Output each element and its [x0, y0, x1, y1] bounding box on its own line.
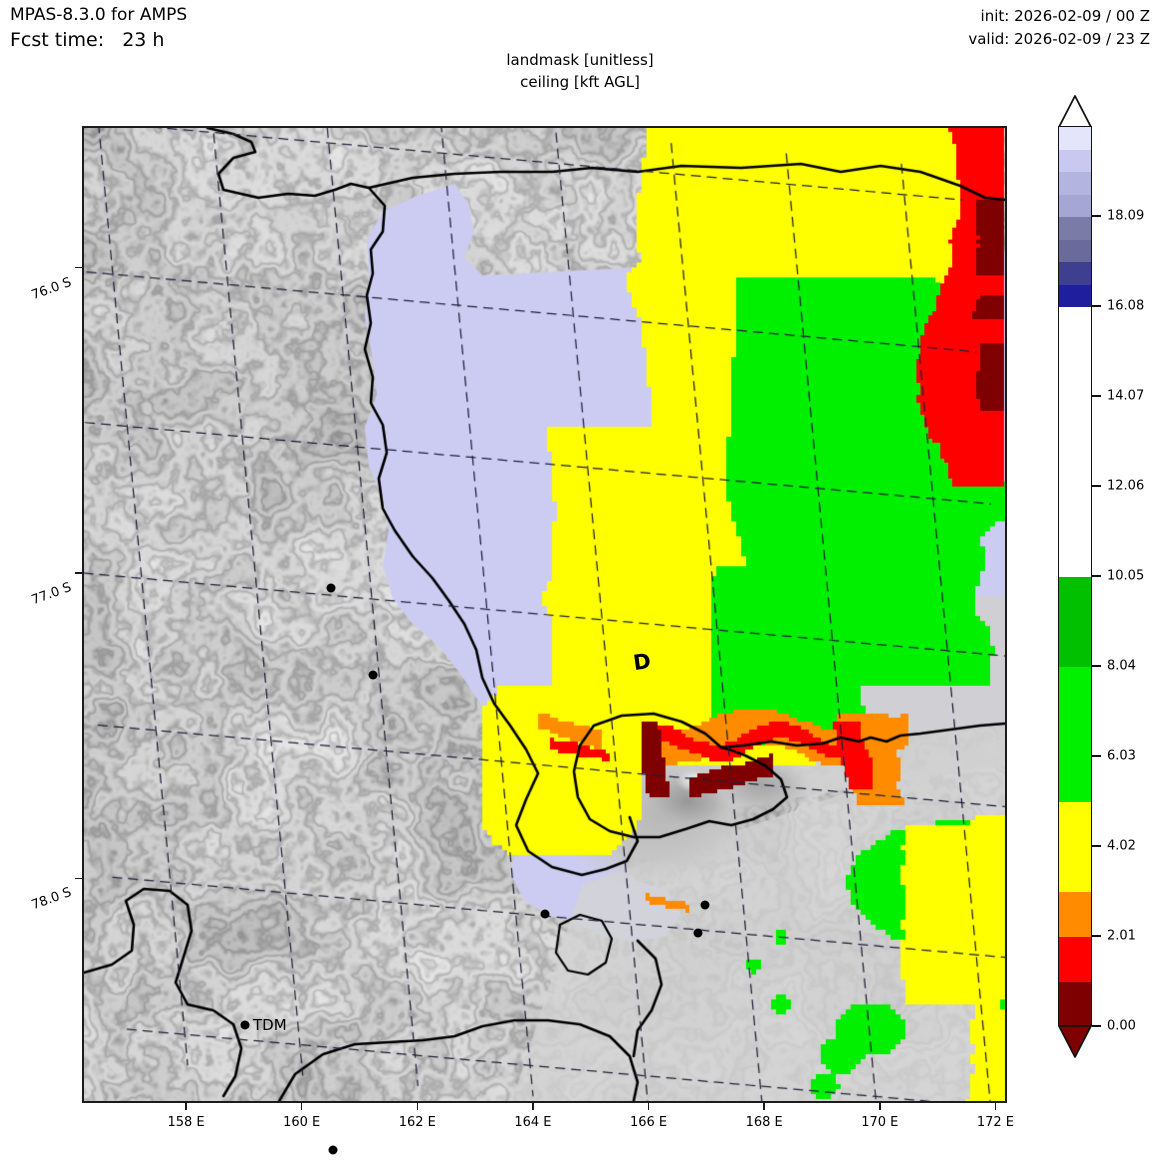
colorbar-segment-orange — [1059, 892, 1091, 937]
station-marker-TDM[interactable] — [240, 1020, 250, 1030]
longitude-tick-label: 172 E — [976, 1115, 1015, 1130]
station-marker-s6[interactable] — [328, 1145, 338, 1155]
colorbar-segment-yellow — [1059, 801, 1091, 893]
colorbar-tick-label: 8.04 — [1107, 658, 1136, 674]
valid-time-label: valid: 2026-02-09 / 23 Z — [968, 30, 1150, 48]
colorbar-tick-label: 18.09 — [1107, 208, 1145, 224]
colorbar-tick-label: 12.06 — [1107, 478, 1145, 494]
longitude-tick — [763, 1103, 765, 1110]
colorbar-tick — [1092, 845, 1101, 847]
colorbar-tick-label: 10.05 — [1107, 568, 1145, 584]
station-marker-s3[interactable] — [540, 909, 550, 919]
colorbar-segment-dark-red — [1059, 982, 1091, 1025]
colorbar-segment-red — [1059, 937, 1091, 983]
longitude-tick — [879, 1103, 881, 1110]
longitude-tick — [185, 1103, 187, 1110]
colorbar-extend-bottom — [1058, 1025, 1092, 1058]
colorbar-tick — [1092, 305, 1101, 307]
colorbar-tick-label: 4.02 — [1107, 838, 1136, 854]
field-title-landmask: landmask [unitless] — [506, 51, 654, 69]
colorbar-segment-blue-6 — [1059, 217, 1091, 240]
colorbar-segment-white — [1059, 307, 1091, 577]
field-title-ceiling: ceiling [kft AGL] — [520, 73, 640, 91]
colorbar-tick-label: 6.03 — [1107, 748, 1136, 764]
longitude-tick — [647, 1103, 650, 1110]
colorbar-tick — [1092, 755, 1101, 757]
longitude-tick — [300, 1103, 303, 1110]
station-label-TDM: TDM — [253, 1016, 287, 1034]
map-plot-area[interactable] — [82, 126, 1007, 1103]
colorbar-segment-green — [1059, 577, 1091, 667]
colorbar-segment-blue-7 — [1059, 194, 1091, 217]
colorbar-extend-top — [1058, 95, 1092, 128]
station-marker-s2[interactable] — [368, 670, 378, 680]
colorbar-tick-label: 14.07 — [1107, 388, 1145, 404]
colorbar-body — [1058, 126, 1092, 1026]
forecast-time-label: Fcst time: 23 h — [10, 29, 165, 51]
colorbar-tick-label: 2.01 — [1107, 928, 1136, 944]
model-title: MPAS-8.3.0 for AMPS — [10, 5, 188, 25]
colorbar-segment-blue-9 — [1059, 149, 1091, 173]
longitude-tick-label: 160 E — [283, 1115, 321, 1130]
colorbar-segment-dark-blue — [1059, 284, 1091, 307]
colorbar-tick — [1092, 665, 1101, 667]
longitude-tick-label: 164 E — [514, 1115, 552, 1130]
colorbar-tick — [1092, 215, 1101, 217]
latitude-tick — [75, 877, 82, 879]
longitude-tick — [416, 1103, 418, 1110]
colorbar[interactable] — [1058, 126, 1092, 1026]
longitude-tick-label: 166 E — [629, 1115, 668, 1130]
map-raster — [84, 128, 1005, 1101]
init-time-label: init: 2026-02-09 / 00 Z — [980, 7, 1150, 25]
colorbar-tick — [1092, 935, 1101, 937]
longitude-tick — [532, 1103, 534, 1110]
station-marker-s1[interactable] — [326, 583, 336, 593]
latitude-tick — [75, 572, 82, 574]
longitude-tick-label: 162 E — [398, 1115, 436, 1130]
colorbar-tick-label: 0.00 — [1107, 1018, 1136, 1034]
colorbar-segment-blue-8 — [1059, 172, 1091, 195]
map-annotation-d: D — [631, 648, 653, 676]
colorbar-tick — [1092, 485, 1101, 487]
longitude-tick-label: 170 E — [861, 1115, 899, 1130]
latitude-tick-label: 76.0 S — [29, 274, 74, 303]
colorbar-segment-bright-green — [1059, 667, 1091, 802]
station-marker-s5[interactable] — [693, 928, 703, 938]
longitude-tick-label: 158 E — [167, 1115, 205, 1130]
longitude-tick-label: 168 E — [745, 1115, 783, 1130]
latitude-tick-label: 77.0 S — [29, 579, 74, 609]
colorbar-tick-label: 16.08 — [1107, 298, 1145, 314]
colorbar-tick — [1092, 1025, 1101, 1027]
longitude-tick — [994, 1103, 997, 1110]
colorbar-tick — [1092, 395, 1101, 397]
station-marker-s4[interactable] — [700, 900, 710, 910]
latitude-tick-label: 78.0 S — [29, 885, 74, 914]
colorbar-segment-blue-10 — [1059, 127, 1091, 150]
colorbar-tick — [1092, 575, 1101, 577]
colorbar-segment-blue-4 — [1059, 262, 1091, 285]
latitude-tick — [75, 266, 82, 269]
colorbar-segment-blue-5 — [1059, 239, 1091, 263]
